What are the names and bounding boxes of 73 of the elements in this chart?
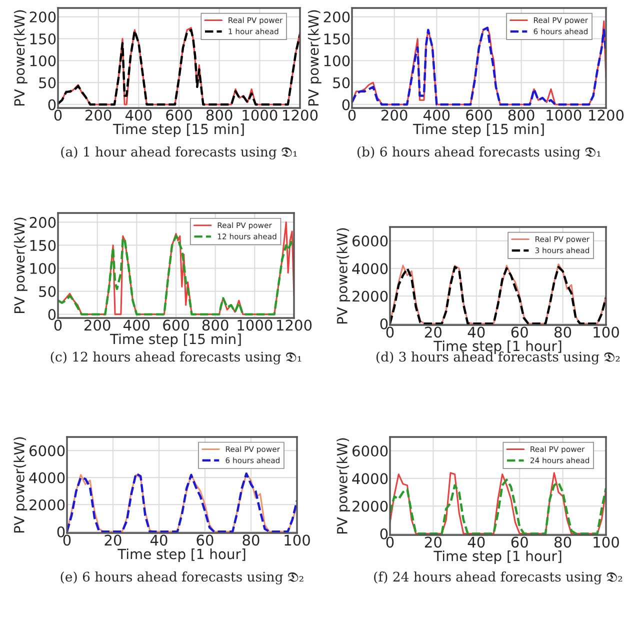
y-tick-label: 4000	[352, 263, 388, 274]
y-tick-label: 6000	[352, 446, 388, 457]
x-tick-label: 1000	[546, 110, 582, 121]
y-axis-title: PV power(kW)	[336, 438, 350, 534]
x-tick-label: 20	[104, 534, 122, 546]
x-tick-label: 600	[466, 110, 492, 121]
x-axis-title: Time step [1 hour]	[118, 548, 246, 562]
y-tick-label: 50	[39, 286, 56, 298]
x-axis-title: Time step [1 hour]	[434, 550, 562, 564]
y-tick-label: 2000	[352, 500, 388, 512]
y-tick-label: 100	[30, 262, 56, 274]
text: (c) 12 hours ahead forecasts using 𝔇₁	[50, 351, 302, 364]
x-tick-label: 40	[468, 536, 485, 548]
y-tick-label: 0	[342, 99, 350, 110]
y-tick-label: 50	[39, 77, 56, 88]
y-tick-label: 200	[324, 11, 350, 23]
y-axis-title: PV power(kW)	[14, 10, 28, 106]
x-tick-label: 80	[554, 326, 572, 338]
x-tick-label: 400	[125, 110, 152, 121]
y-tick-label: 6000	[352, 236, 388, 247]
x-tick-label: 400	[423, 110, 450, 121]
x-tick-label: 20	[424, 536, 442, 548]
x-tick-label: 600	[163, 320, 189, 331]
x-tick-label: 400	[123, 320, 150, 331]
y-tick-label: 4000	[29, 472, 65, 484]
y-axis-title: PV power(kW)	[14, 437, 28, 533]
text: (a) 1 hour ahead forecasts using 𝔇₁	[61, 146, 297, 160]
y-tick-label: 0	[57, 526, 65, 538]
y-axis-title: PV power(kW)	[14, 218, 28, 314]
x-tick-label: 800	[508, 110, 534, 121]
x-tick-label: 100	[284, 534, 310, 546]
x-tick-label: 20	[424, 326, 442, 338]
y-tick-label: 50	[333, 77, 350, 88]
x-axis-title: Time step [15 min]	[112, 124, 244, 137]
x-tick-label: 800	[202, 320, 228, 331]
y-tick-label: 4000	[352, 473, 388, 484]
x-tick-label: 200	[84, 320, 110, 331]
y-tick-label: 150	[324, 33, 350, 44]
y-tick-label: 150	[30, 33, 56, 44]
x-axis-title: Time step [15 min]	[412, 124, 544, 137]
y-tick-label: 200	[30, 11, 56, 23]
y-tick-label: 100	[30, 55, 56, 66]
x-tick-label: 60	[511, 326, 528, 338]
y-tick-label: 200	[30, 216, 56, 228]
text: (e) 6 hours ahead forecasts using 𝔇₂	[60, 571, 304, 584]
x-tick-label: 40	[468, 326, 485, 338]
y-tick-label: 0	[48, 309, 56, 320]
x-tick-label: 100	[594, 536, 619, 548]
y-tick-label: 2000	[352, 290, 388, 302]
x-tick-label: 60	[196, 534, 214, 546]
x-tick-label: 1200	[277, 320, 312, 331]
x-tick-label: 60	[511, 536, 528, 548]
x-tick-label: 600	[166, 110, 192, 121]
x-tick-label: 200	[85, 110, 112, 121]
text: (f) 24 hours ahead forecasts using 𝔇₂	[374, 571, 622, 584]
y-tick-label: 150	[30, 240, 56, 251]
y-tick-label: 0	[48, 99, 56, 110]
x-tick-label: 80	[554, 536, 572, 548]
x-tick-label: 1000	[238, 320, 272, 331]
x-tick-label: 1200	[283, 110, 318, 121]
x-tick-label: 40	[150, 534, 168, 546]
x-tick-label: 1000	[242, 110, 278, 121]
y-tick-label: 6000	[30, 445, 65, 456]
y-axis-title: PV power(kW)	[308, 10, 322, 106]
x-axis-title: Time step [15 min]	[110, 334, 241, 347]
y-tick-label: 100	[324, 55, 350, 66]
x-tick-label: 800	[206, 110, 232, 121]
x-tick-label: 100	[594, 326, 619, 338]
y-axis-title: PV power(kW)	[336, 228, 350, 324]
x-tick-label: 1200	[589, 110, 624, 121]
y-tick-label: 2000	[30, 499, 65, 510]
x-tick-label: 80	[242, 534, 260, 546]
text: (b) 6 hours ahead forecasts using 𝔇₁	[357, 146, 600, 160]
